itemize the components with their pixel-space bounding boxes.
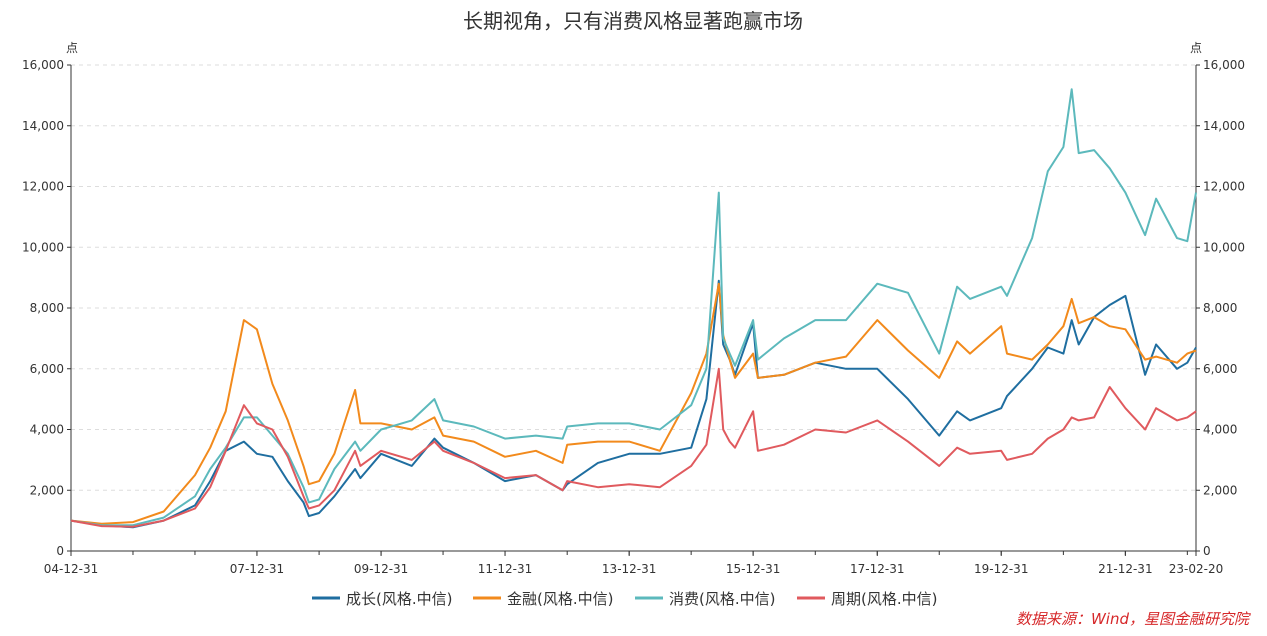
series-lines (70, 88, 1197, 529)
grid-lines (71, 64, 1196, 491)
y-tick-label-right: 4,000 (1203, 423, 1237, 437)
y-axis-right-ticks: 0 2,000 4,000 6,000 8,000 10,000 12,000 14,000 1… (1196, 58, 1245, 558)
y-tick-label-right: 12,000 (1203, 180, 1245, 194)
x-axis-ticks: 04-12-31 07-12-31 09-12-31 11-12-31 13-12-31… (44, 551, 1223, 576)
y-tick-label-left: 0 (56, 544, 64, 558)
chart-title: 长期视角，只有消费风格显著跑赢市场 (463, 9, 803, 33)
y-tick-label-right: 6,000 (1203, 362, 1237, 376)
x-tick-label: 23-02-20 (1169, 562, 1223, 576)
y-tick-label-left: 10,000 (22, 240, 64, 254)
series-line-1 (70, 279, 1197, 529)
x-tick-label: 19-12-31 (974, 562, 1028, 576)
x-tick-label: 09-12-31 (354, 562, 408, 576)
x-tick-label: 07-12-31 (230, 562, 284, 576)
legend-label: 周期(风格.中信) (831, 590, 937, 608)
series-line-4 (70, 367, 1197, 528)
series-line-2 (70, 282, 1197, 525)
legend-label: 金融(风格.中信) (507, 590, 613, 608)
y-tick-label-left: 8,000 (30, 301, 64, 315)
x-tick-label: 17-12-31 (850, 562, 904, 576)
x-tick-label: 04-12-31 (44, 562, 98, 576)
y-axis-right-unit: 点 (1190, 41, 1202, 55)
x-tick-label: 21-12-31 (1098, 562, 1152, 576)
y-tick-label-left: 4,000 (30, 423, 64, 437)
y-tick-label-right: 10,000 (1203, 240, 1245, 254)
y-tick-label-left: 2,000 (30, 483, 64, 497)
y-tick-label-right: 16,000 (1203, 58, 1245, 72)
x-tick-label: 13-12-31 (602, 562, 656, 576)
x-tick-label: 15-12-31 (726, 562, 780, 576)
source-note: 数据来源：Wind，星图金融研究院 (1016, 610, 1251, 628)
y-tick-label-left: 16,000 (22, 58, 64, 72)
y-axis-left-unit: 点 (66, 41, 78, 55)
series-line-3 (70, 88, 1197, 527)
legend: 成长(风格.中信) 金融(风格.中信) 消费(风格.中信) 周期(风格.中信) (312, 590, 937, 608)
y-tick-label-left: 6,000 (30, 362, 64, 376)
y-tick-label-right: 0 (1203, 544, 1211, 558)
y-tick-label-right: 8,000 (1203, 301, 1237, 315)
y-tick-label-right: 14,000 (1203, 119, 1245, 133)
y-tick-label-right: 2,000 (1203, 483, 1237, 497)
y-tick-label-left: 14,000 (22, 119, 64, 133)
y-axis-left-ticks: 0 2,000 4,000 6,000 8,000 10,000 12,000 14,000 1… (22, 58, 71, 558)
legend-label: 消费(风格.中信) (669, 590, 775, 608)
x-tick-label: 11-12-31 (478, 562, 532, 576)
y-tick-label-left: 12,000 (22, 180, 64, 194)
legend-label: 成长(风格.中信) (346, 590, 452, 608)
